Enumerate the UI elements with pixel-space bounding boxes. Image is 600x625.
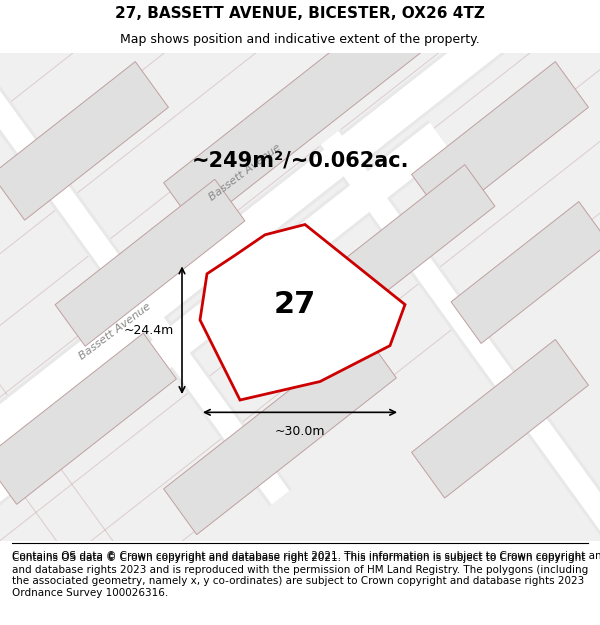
Polygon shape bbox=[319, 129, 600, 562]
Polygon shape bbox=[0, 0, 600, 485]
Polygon shape bbox=[0, 62, 169, 220]
Text: Contains OS data © Crown copyright and database right 2021. This information is : Contains OS data © Crown copyright and d… bbox=[12, 553, 588, 598]
Polygon shape bbox=[55, 179, 245, 346]
Text: Bassett Avenue: Bassett Avenue bbox=[77, 301, 153, 361]
Polygon shape bbox=[412, 62, 589, 220]
Text: Map shows position and indicative extent of the property.: Map shows position and indicative extent… bbox=[120, 33, 480, 46]
Polygon shape bbox=[0, 0, 292, 506]
Text: Contains OS data © Crown copyright and database right 2021. This information is : Contains OS data © Crown copyright and d… bbox=[12, 551, 600, 561]
Text: 27, BASSETT AVENUE, BICESTER, OX26 4TZ: 27, BASSETT AVENUE, BICESTER, OX26 4TZ bbox=[115, 6, 485, 21]
Polygon shape bbox=[451, 201, 600, 344]
Text: 27: 27 bbox=[274, 290, 316, 319]
Text: Bassett Avenue: Bassett Avenue bbox=[207, 142, 283, 202]
Polygon shape bbox=[0, 0, 600, 488]
Polygon shape bbox=[164, 332, 397, 534]
Polygon shape bbox=[0, 333, 176, 504]
Polygon shape bbox=[0, 120, 451, 591]
Polygon shape bbox=[0, 0, 289, 504]
Text: ~30.0m: ~30.0m bbox=[275, 425, 325, 438]
Polygon shape bbox=[164, 0, 436, 229]
Polygon shape bbox=[321, 131, 600, 561]
Polygon shape bbox=[200, 224, 405, 400]
Polygon shape bbox=[305, 164, 495, 332]
Polygon shape bbox=[0, 122, 449, 588]
Text: ~24.4m: ~24.4m bbox=[124, 324, 174, 337]
Polygon shape bbox=[412, 339, 589, 498]
Text: ~249m²/~0.062ac.: ~249m²/~0.062ac. bbox=[191, 151, 409, 171]
